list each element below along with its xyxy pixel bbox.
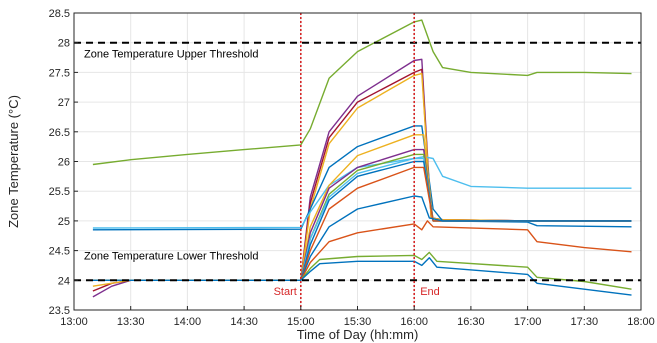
- series-line-13: [92, 195, 632, 281]
- marker-layer: Start End: [274, 13, 440, 310]
- y-tick-label: 24.5: [49, 246, 70, 258]
- x-tick-label: 13:00: [60, 316, 88, 328]
- x-tick-label: 18:00: [627, 316, 655, 328]
- y-tick-label: 28: [58, 38, 70, 50]
- y-tick-label: 26: [58, 157, 70, 169]
- time-marker-label: End: [420, 286, 440, 298]
- y-tick-label: 24: [58, 275, 70, 287]
- y-tick-label: 27.5: [49, 67, 70, 79]
- series-line-16: [92, 257, 632, 296]
- x-tick-label: 17:30: [571, 316, 599, 328]
- x-tick-label: 15:00: [287, 316, 315, 328]
- threshold-layer: Zone Temperature Upper Threshold Zone Tem…: [74, 41, 641, 282]
- series-line-15: [92, 251, 632, 290]
- tick-layer: 13:00 13:30 14:00 14:30 15:00 15:30 16:00 16:30…: [49, 8, 655, 328]
- x-tick-label: 16:30: [457, 316, 485, 328]
- y-tick-label: 28.5: [49, 8, 70, 20]
- y-tick-label: 25: [58, 216, 70, 228]
- y-tick-label: 23.5: [49, 305, 70, 317]
- x-tick-label: 14:30: [230, 316, 258, 328]
- series-line-12: [92, 166, 632, 281]
- time-marker-label: Start: [274, 286, 297, 298]
- x-tick-label: 17:00: [514, 316, 542, 328]
- x-axis-label: Time of Day (hh:mm): [297, 327, 419, 342]
- series-line-5: [92, 125, 632, 231]
- y-tick-label: 26.5: [49, 127, 70, 139]
- x-tick-label: 13:30: [117, 316, 145, 328]
- threshold-label: Zone Temperature Lower Threshold: [84, 250, 258, 262]
- series-line-14: [92, 220, 632, 281]
- x-tick-label: 16:00: [400, 316, 428, 328]
- x-tick-label: 14:00: [174, 316, 202, 328]
- y-tick-label: 27: [58, 97, 70, 109]
- x-tick-label: 15:30: [344, 316, 372, 328]
- y-tick-label: 25.5: [49, 186, 70, 198]
- series-layer: [92, 19, 632, 298]
- y-axis-label: Zone Temperature (°C): [6, 95, 21, 228]
- threshold-label: Zone Temperature Upper Threshold: [84, 49, 258, 61]
- series-line-6: [92, 156, 632, 229]
